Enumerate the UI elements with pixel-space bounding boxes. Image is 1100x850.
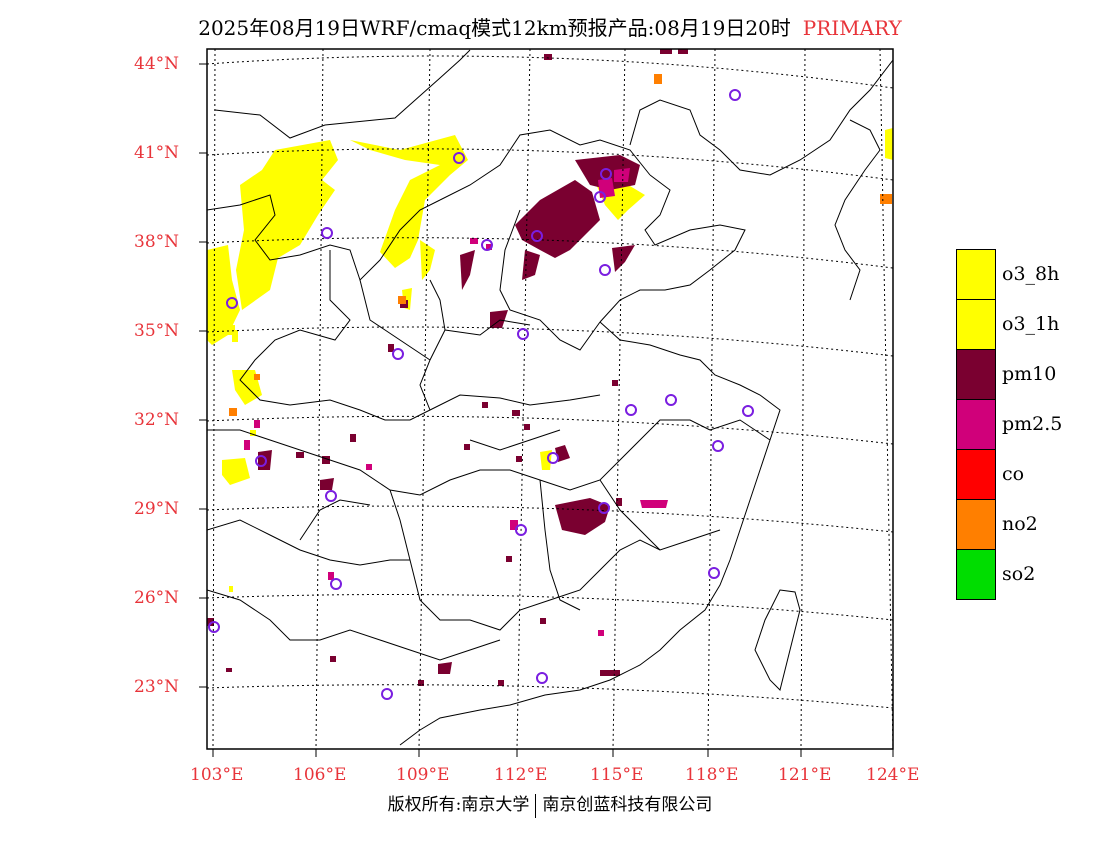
legend-label: o3_8h (1002, 263, 1060, 285)
legend-swatch (956, 399, 996, 450)
legend-swatch (956, 349, 996, 400)
lat-label-35: 35°N (134, 321, 180, 341)
legend-swatch (956, 299, 996, 350)
copyright-owner: 版权所有:南京大学 (387, 795, 530, 815)
lon-label-112: 112°E (494, 765, 548, 785)
lon-label-109: 109°E (396, 765, 450, 785)
legend-swatch (956, 449, 996, 500)
lon-label-124: 124°E (866, 765, 920, 785)
lon-label-106: 106°E (293, 765, 347, 785)
legend-swatch (956, 549, 996, 600)
lat-label-38: 38°N (134, 232, 180, 252)
lon-label-118: 118°E (685, 765, 739, 785)
legend-item-pm25: pm2.5 (956, 399, 1096, 450)
title-text: 2025年08月19日WRF/cmaq模式12km预报产品:08月19日20时 (198, 16, 791, 40)
legend-label: o3_1h (1002, 313, 1060, 335)
lat-label-26: 26°N (134, 588, 180, 608)
lat-label-29: 29°N (134, 499, 180, 519)
copyright-footer: 版权所有:南京大学 南京创蓝科技有限公司 (0, 790, 1100, 818)
legend-item-co: co (956, 449, 1096, 500)
lat-label-41: 41°N (134, 143, 180, 163)
legend: o3_8h o3_1h pm10 pm2.5 co no2 so2 (956, 249, 1096, 600)
map-frame (206, 48, 894, 750)
legend-item-so2: so2 (956, 549, 1096, 600)
legend-item-o3-1h: o3_1h (956, 299, 1096, 350)
legend-label: pm2.5 (1002, 413, 1063, 435)
legend-item-o3-8h: o3_8h (956, 249, 1096, 300)
title-tag: PRIMARY (802, 16, 902, 40)
legend-label: no2 (1002, 513, 1038, 535)
legend-swatch (956, 249, 996, 300)
legend-item-no2: no2 (956, 499, 1096, 550)
lon-label-121: 121°E (778, 765, 832, 785)
axis-ticks (199, 63, 894, 757)
map-content (207, 49, 893, 749)
no2-regions (229, 74, 892, 416)
lon-label-115: 115°E (590, 765, 644, 785)
legend-swatch (956, 499, 996, 550)
legend-item-pm10: pm10 (956, 349, 1096, 400)
lat-label-32: 32°N (134, 410, 180, 430)
boundaries (207, 49, 893, 746)
legend-label: so2 (1002, 563, 1036, 585)
lon-label-103: 103°E (190, 765, 244, 785)
copyright-company: 南京创蓝科技有限公司 (542, 795, 713, 815)
footer-separator (535, 793, 537, 818)
city-markers (208, 89, 754, 700)
lat-label-44: 44°N (134, 54, 180, 74)
lat-label-23: 23°N (134, 677, 180, 697)
graticule (207, 49, 893, 749)
legend-label: co (1002, 463, 1025, 485)
map-title: 2025年08月19日WRF/cmaq模式12km预报产品:08月19日20时 P… (0, 12, 1100, 41)
legend-label: pm10 (1002, 363, 1057, 385)
